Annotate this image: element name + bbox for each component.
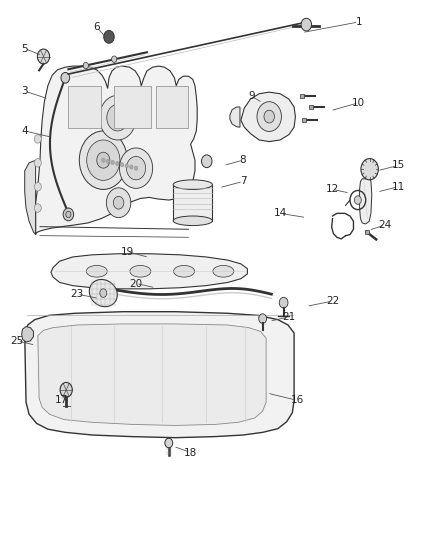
Text: 8: 8 xyxy=(240,155,246,165)
Text: 16: 16 xyxy=(291,395,304,406)
Polygon shape xyxy=(38,324,266,425)
Polygon shape xyxy=(25,160,35,235)
Text: 19: 19 xyxy=(121,247,134,256)
Circle shape xyxy=(259,314,267,324)
Text: 15: 15 xyxy=(392,160,405,171)
Circle shape xyxy=(257,102,282,132)
Text: 1: 1 xyxy=(355,17,362,27)
Circle shape xyxy=(34,204,41,212)
Circle shape xyxy=(125,164,128,168)
Circle shape xyxy=(279,297,288,308)
Polygon shape xyxy=(360,179,372,224)
Text: 24: 24 xyxy=(378,220,392,230)
Polygon shape xyxy=(114,86,151,128)
Text: 6: 6 xyxy=(93,22,100,33)
Polygon shape xyxy=(230,107,240,127)
Text: 7: 7 xyxy=(240,176,246,187)
Polygon shape xyxy=(155,86,188,128)
Ellipse shape xyxy=(89,279,117,306)
Circle shape xyxy=(66,211,71,217)
Ellipse shape xyxy=(213,265,234,277)
Circle shape xyxy=(112,56,117,62)
Circle shape xyxy=(361,159,378,180)
Circle shape xyxy=(106,159,110,164)
Polygon shape xyxy=(35,66,197,235)
Text: 22: 22 xyxy=(326,296,339,306)
Circle shape xyxy=(102,158,105,163)
Circle shape xyxy=(130,165,133,169)
Ellipse shape xyxy=(173,180,212,189)
Circle shape xyxy=(60,382,72,397)
Bar xyxy=(173,184,212,221)
Text: 17: 17 xyxy=(55,395,68,406)
Text: 25: 25 xyxy=(11,336,24,346)
Circle shape xyxy=(34,159,41,167)
Polygon shape xyxy=(51,254,247,289)
Polygon shape xyxy=(25,312,294,438)
Text: 21: 21 xyxy=(282,312,296,322)
Circle shape xyxy=(79,131,127,189)
Circle shape xyxy=(134,166,138,170)
Text: 23: 23 xyxy=(71,289,84,299)
Circle shape xyxy=(127,157,146,180)
Circle shape xyxy=(61,72,70,83)
Circle shape xyxy=(113,196,124,209)
Polygon shape xyxy=(21,327,33,342)
Text: 11: 11 xyxy=(392,182,405,192)
Circle shape xyxy=(201,155,212,167)
Circle shape xyxy=(99,95,136,140)
Text: 3: 3 xyxy=(21,86,28,96)
Text: 4: 4 xyxy=(21,126,28,136)
Text: 5: 5 xyxy=(21,44,28,53)
Text: 20: 20 xyxy=(130,279,143,288)
Circle shape xyxy=(104,30,114,43)
Circle shape xyxy=(111,160,114,165)
Text: 14: 14 xyxy=(273,208,287,219)
Circle shape xyxy=(354,196,361,204)
Circle shape xyxy=(120,148,152,188)
Circle shape xyxy=(37,49,49,64)
Circle shape xyxy=(264,110,275,123)
Text: 12: 12 xyxy=(326,184,339,195)
Circle shape xyxy=(34,182,41,191)
Circle shape xyxy=(63,208,74,221)
Text: 9: 9 xyxy=(248,91,255,101)
Ellipse shape xyxy=(86,265,107,277)
Text: 18: 18 xyxy=(184,448,197,457)
Circle shape xyxy=(107,104,129,131)
Circle shape xyxy=(97,152,110,168)
Ellipse shape xyxy=(173,265,194,277)
Circle shape xyxy=(100,289,107,297)
Circle shape xyxy=(34,135,41,143)
Circle shape xyxy=(87,140,120,180)
Polygon shape xyxy=(68,86,101,128)
Ellipse shape xyxy=(130,265,151,277)
Ellipse shape xyxy=(173,216,212,225)
Circle shape xyxy=(83,62,88,69)
Circle shape xyxy=(165,438,173,448)
Circle shape xyxy=(116,161,119,166)
Polygon shape xyxy=(241,92,295,142)
Circle shape xyxy=(106,188,131,217)
Circle shape xyxy=(120,163,124,167)
Text: 10: 10 xyxy=(352,98,365,108)
Circle shape xyxy=(301,18,311,31)
